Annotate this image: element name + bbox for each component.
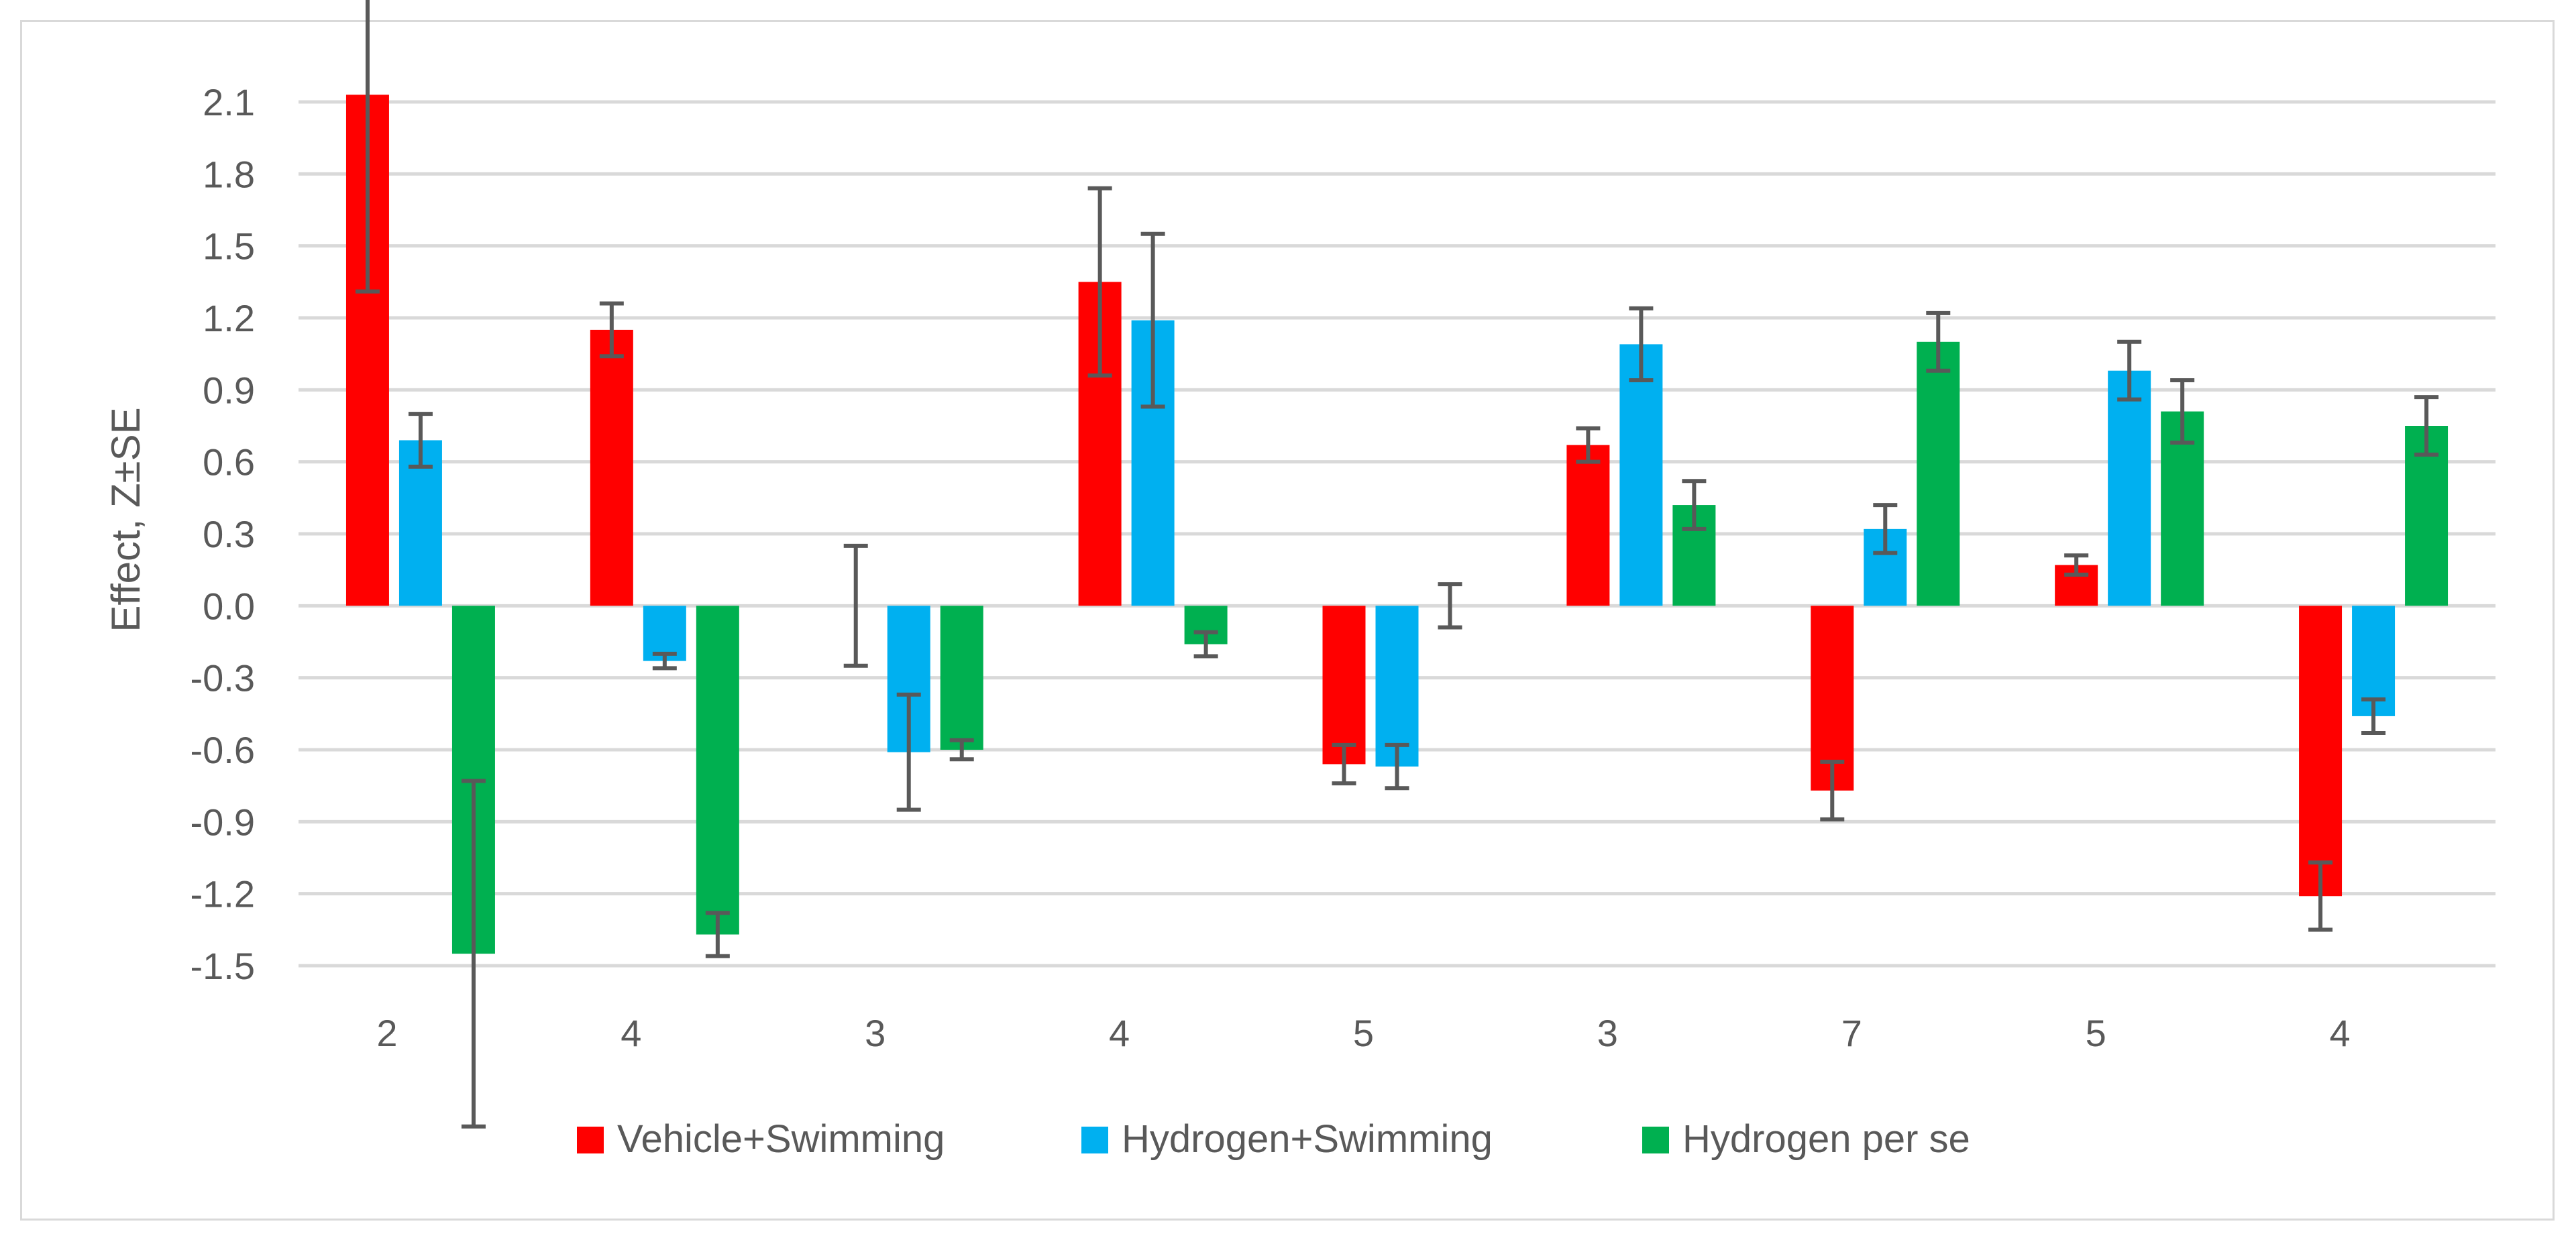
x-tick-label: 5 bbox=[2086, 1012, 2106, 1054]
y-tick-label: -1.2 bbox=[191, 873, 256, 915]
bar bbox=[1322, 606, 1366, 765]
bar bbox=[940, 606, 983, 750]
y-tick-label: -0.3 bbox=[191, 657, 256, 699]
y-tick-label: 1.2 bbox=[203, 297, 255, 339]
y-tick-label: 1.8 bbox=[203, 153, 255, 195]
legend-swatch bbox=[577, 1127, 604, 1153]
y-tick-label: -1.5 bbox=[191, 945, 256, 987]
y-axis-ticks: 2.1 1.8 1.5 1.2 0.9 0.6 0.3 0.0 -0.3 -0.6 -0.9 -1.2… bbox=[191, 81, 256, 987]
bar bbox=[696, 606, 739, 935]
x-tick-label: 3 bbox=[865, 1012, 885, 1054]
legend: Vehicle+Swimming Hydrogen+Swimming Hydroge… bbox=[577, 1117, 1970, 1161]
x-axis-ticks: 2 4 3 4 5 3 7 5 4 bbox=[376, 1012, 2350, 1054]
y-tick-label: -0.9 bbox=[191, 801, 256, 843]
bar bbox=[2299, 606, 2343, 897]
x-tick-label: 4 bbox=[621, 1012, 641, 1054]
bar bbox=[2108, 370, 2151, 606]
bar bbox=[590, 329, 633, 606]
bar bbox=[1566, 445, 1610, 606]
bar bbox=[1619, 344, 1663, 606]
y-tick-label: 1.5 bbox=[203, 225, 255, 268]
x-tick-label: 3 bbox=[1597, 1012, 1618, 1054]
legend-swatch bbox=[1642, 1127, 1669, 1153]
y-axis-title: Effect, Z±SE bbox=[103, 407, 148, 632]
x-tick-label: 4 bbox=[2329, 1012, 2350, 1054]
legend-swatch bbox=[1081, 1127, 1108, 1153]
x-tick-label: 5 bbox=[1353, 1012, 1374, 1054]
y-tick-label: 2.1 bbox=[203, 81, 255, 123]
legend-label: Hydrogen+Swimming bbox=[1122, 1117, 1493, 1161]
bar bbox=[1917, 341, 1960, 606]
y-tick-label: -0.6 bbox=[191, 729, 256, 771]
x-tick-label: 2 bbox=[376, 1012, 397, 1054]
legend-label: Vehicle+Swimming bbox=[617, 1117, 945, 1161]
y-tick-label: 0.6 bbox=[203, 441, 255, 484]
chart-frame bbox=[20, 20, 2555, 1221]
bars bbox=[345, 95, 2449, 954]
y-tick-label: 0.0 bbox=[203, 585, 255, 627]
y-tick-label: 0.3 bbox=[203, 513, 255, 555]
x-tick-label: 4 bbox=[1109, 1012, 1130, 1054]
bar bbox=[1375, 606, 1419, 767]
error-bars bbox=[355, 0, 2439, 1129]
x-tick-label: 7 bbox=[1841, 1012, 1862, 1054]
y-tick-label: 0.9 bbox=[203, 369, 255, 411]
legend-label: Hydrogen per se bbox=[1682, 1117, 1970, 1161]
